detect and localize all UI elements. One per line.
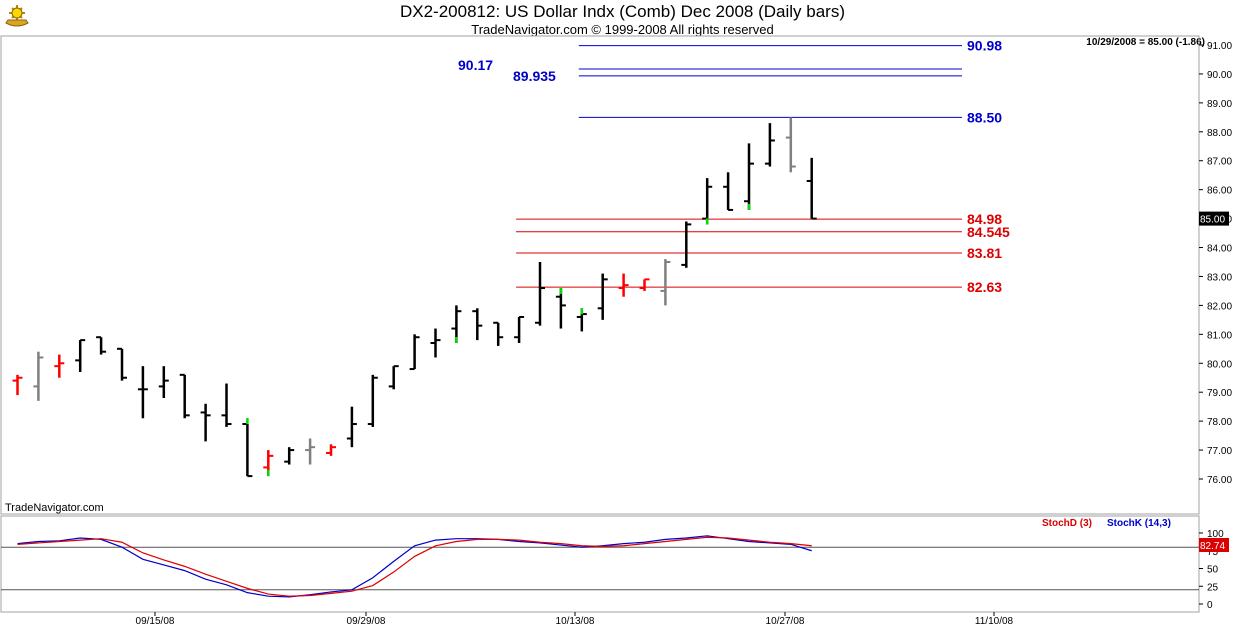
- ohlc-bar: [639, 278, 650, 291]
- chart-title: DX2-200812: US Dollar Indx (Comb) Dec 20…: [399, 2, 845, 21]
- y-tick-label: 90.00: [1207, 70, 1232, 81]
- ohlc-bar: [493, 321, 504, 346]
- y-tick-label: 85.00: [1207, 215, 1232, 226]
- stoch-y-tick-label: 25: [1207, 582, 1219, 593]
- y-tick-label: 89.00: [1207, 99, 1232, 110]
- ohlc-bar: [660, 259, 671, 306]
- ohlc-bar: [137, 366, 148, 419]
- stoch-series-line: [17, 535, 812, 598]
- ohlc-bar: [326, 444, 336, 456]
- ohlc-bar: [158, 366, 169, 398]
- stoch-y-tick-label: 100: [1207, 529, 1224, 540]
- ohlc-bar: [806, 157, 817, 220]
- last-price-label: 85.00: [1200, 215, 1225, 226]
- ohlc-bar: [75, 339, 86, 372]
- chart-subtitle: TradeNavigator.com © 1999-2008 All right…: [471, 22, 774, 37]
- ohlc-bar: [576, 308, 587, 332]
- ohlc-bar: [785, 117, 796, 173]
- y-tick-label: 91.00: [1207, 41, 1232, 52]
- ohlc-bar: [305, 438, 316, 465]
- y-tick-label: 88.00: [1207, 128, 1232, 139]
- ohlc-bar: [346, 406, 357, 448]
- ohlc-bar: [535, 262, 545, 326]
- y-tick-label: 82.00: [1207, 301, 1232, 312]
- level-label: 89.935: [513, 68, 556, 84]
- last-value-readout: 10/29/2008 = 85.00 (-1.86): [1086, 37, 1205, 48]
- ohlc-bar: [451, 305, 462, 344]
- stoch-y-tick-label: 0: [1207, 600, 1213, 611]
- level-label: 84.98: [967, 211, 1002, 227]
- ohlc-bar: [179, 373, 190, 419]
- level-label: 84.545: [967, 224, 1010, 240]
- ohlc-bar: [12, 374, 23, 396]
- ohlc-bar: [200, 403, 211, 442]
- x-tick-label: 11/10/08: [975, 616, 1014, 627]
- stoch-legend-entry: StochK (14,3): [1107, 518, 1171, 529]
- y-tick-label: 83.00: [1207, 272, 1232, 283]
- ohlc-bar: [221, 383, 232, 427]
- x-tick-label: 09/29/08: [347, 616, 386, 627]
- ohlc-bar: [681, 221, 692, 268]
- stoch-series-line: [17, 536, 812, 597]
- stoch-legend-entry: StochD (3): [1042, 518, 1092, 529]
- stoch-last-label: 82.74: [1200, 541, 1225, 552]
- level-label: 90.17: [458, 57, 493, 73]
- stoch-plot-frame: [0, 515, 1200, 613]
- x-tick-label: 10/27/08: [766, 616, 805, 627]
- ship-wheel-logo: [4, 3, 30, 32]
- y-tick-label: 81.00: [1207, 330, 1232, 341]
- ohlc-bar: [33, 351, 44, 401]
- ohlc-bar: [764, 123, 775, 167]
- x-tick-label: 09/15/08: [136, 616, 175, 627]
- ohlc-bar: [472, 308, 483, 341]
- ohlc-bar: [284, 447, 295, 465]
- ohlc-bar: [409, 334, 420, 371]
- ohlc-bar: [744, 143, 754, 210]
- last-price-box: [1199, 211, 1229, 226]
- y-tick-label: 84.00: [1207, 244, 1232, 255]
- stoch-y-tick-label: 75: [1207, 547, 1219, 558]
- y-tick-label: 80.00: [1207, 359, 1232, 370]
- ohlc-bar: [723, 172, 734, 211]
- ohlc-bar: [555, 288, 566, 329]
- x-tick-label: 10/13/08: [556, 616, 595, 627]
- ohlc-bar: [367, 374, 378, 427]
- y-tick-label: 77.00: [1207, 446, 1232, 457]
- ohlc-bar: [96, 336, 107, 355]
- main-plot-frame: [0, 35, 1200, 515]
- y-tick-label: 79.00: [1207, 388, 1232, 399]
- ohlc-bar: [430, 328, 441, 358]
- y-tick-label: 76.00: [1207, 475, 1232, 486]
- ohlc-bar: [597, 273, 608, 320]
- ohlc-bar: [117, 347, 127, 381]
- watermark: TradeNavigator.com: [5, 502, 104, 514]
- ohlc-bar: [263, 450, 274, 477]
- ohlc-bar: [54, 354, 65, 378]
- ohlc-bar: [618, 273, 629, 297]
- ohlc-bar: [702, 178, 713, 225]
- ohlc-bar: [242, 418, 253, 478]
- level-label: 90.98: [967, 38, 1002, 54]
- stoch-y-tick-label: 50: [1207, 565, 1219, 576]
- level-label: 83.81: [967, 245, 1002, 261]
- y-tick-label: 87.00: [1207, 157, 1232, 168]
- level-label: 82.63: [967, 279, 1002, 295]
- ohlc-bar: [388, 365, 399, 390]
- y-tick-label: 78.00: [1207, 417, 1232, 428]
- level-label: 88.50: [967, 109, 1002, 125]
- stoch-last-box: [1199, 538, 1229, 552]
- y-tick-label: 86.00: [1207, 186, 1232, 197]
- ohlc-bar: [514, 315, 525, 344]
